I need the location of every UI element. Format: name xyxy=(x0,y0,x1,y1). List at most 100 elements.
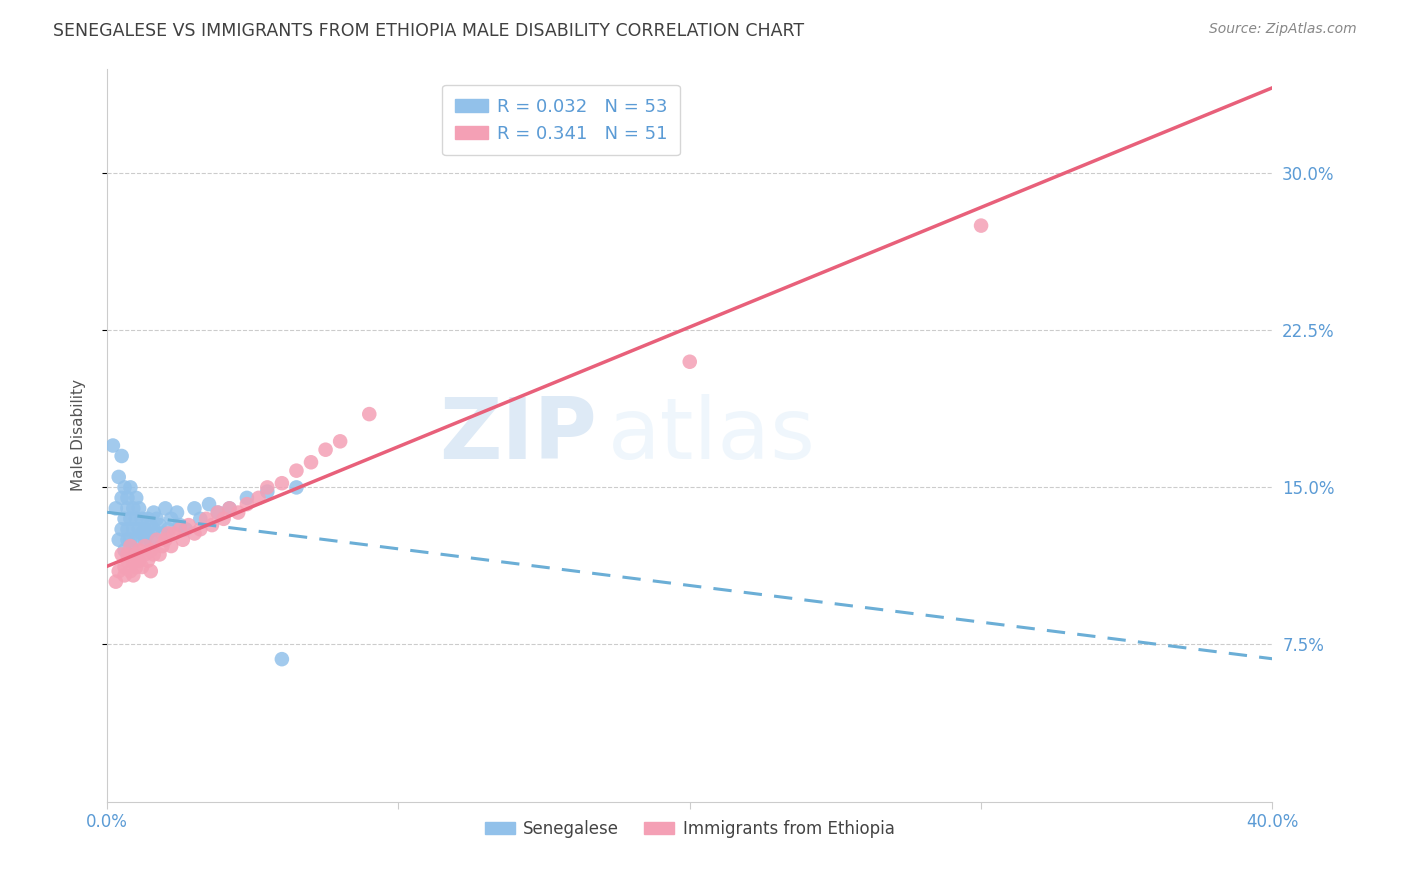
Point xyxy=(329,434,352,449)
Point xyxy=(285,464,308,478)
Point xyxy=(136,512,159,526)
Point xyxy=(128,501,150,516)
Point xyxy=(120,512,142,526)
Point xyxy=(226,506,249,520)
Point xyxy=(148,518,170,533)
Point xyxy=(195,512,218,526)
Point xyxy=(134,522,156,536)
Point xyxy=(152,539,174,553)
Point xyxy=(157,522,180,536)
Point xyxy=(218,501,240,516)
Point xyxy=(125,560,148,574)
Text: atlas: atlas xyxy=(609,393,815,476)
Point xyxy=(114,560,136,574)
Point xyxy=(120,539,142,553)
Point xyxy=(160,512,183,526)
Point xyxy=(139,564,162,578)
Point xyxy=(139,518,162,533)
Point xyxy=(212,512,235,526)
Point xyxy=(166,506,188,520)
Point xyxy=(207,506,229,520)
Point xyxy=(120,533,142,547)
Point xyxy=(125,491,148,505)
Point xyxy=(142,548,165,562)
Point xyxy=(218,501,240,516)
Point xyxy=(139,543,162,558)
Point xyxy=(270,652,292,666)
Point xyxy=(122,522,145,536)
Point xyxy=(122,568,145,582)
Point xyxy=(107,564,129,578)
Point xyxy=(107,470,129,484)
Point xyxy=(117,522,139,536)
Point xyxy=(122,543,145,558)
Point xyxy=(152,526,174,541)
Point xyxy=(174,522,197,536)
Point xyxy=(299,455,322,469)
Point xyxy=(131,560,153,574)
Point xyxy=(136,554,159,568)
Point xyxy=(120,480,142,494)
Point xyxy=(114,568,136,582)
Point xyxy=(142,506,165,520)
Point xyxy=(315,442,337,457)
Point xyxy=(183,526,205,541)
Point xyxy=(104,501,127,516)
Point xyxy=(145,533,167,547)
Point xyxy=(131,512,153,526)
Point xyxy=(236,491,259,505)
Point xyxy=(256,480,278,494)
Point xyxy=(359,407,381,421)
Point xyxy=(169,518,191,533)
Point xyxy=(120,564,142,578)
Point xyxy=(142,522,165,536)
Point xyxy=(172,533,194,547)
Text: SENEGALESE VS IMMIGRANTS FROM ETHIOPIA MALE DISABILITY CORRELATION CHART: SENEGALESE VS IMMIGRANTS FROM ETHIOPIA M… xyxy=(53,22,804,40)
Point xyxy=(177,518,200,533)
Point xyxy=(270,476,292,491)
Point xyxy=(134,533,156,547)
Point xyxy=(114,480,136,494)
Point xyxy=(198,497,221,511)
Point xyxy=(125,548,148,562)
Point xyxy=(183,501,205,516)
Point xyxy=(117,533,139,547)
Point xyxy=(160,539,183,553)
Text: Source: ZipAtlas.com: Source: ZipAtlas.com xyxy=(1209,22,1357,37)
Point xyxy=(128,543,150,558)
Y-axis label: Male Disability: Male Disability xyxy=(72,379,86,491)
Point xyxy=(148,548,170,562)
Point xyxy=(101,438,124,452)
Point xyxy=(117,548,139,562)
Point xyxy=(111,449,134,463)
Point xyxy=(207,506,229,520)
Point xyxy=(125,512,148,526)
Point xyxy=(163,526,186,541)
Point xyxy=(111,522,134,536)
Point xyxy=(128,522,150,536)
Point xyxy=(128,554,150,568)
Point xyxy=(236,497,259,511)
Point xyxy=(117,491,139,505)
Point xyxy=(122,501,145,516)
Legend: Senegalese, Immigrants from Ethiopia: Senegalese, Immigrants from Ethiopia xyxy=(478,814,901,845)
Point xyxy=(111,548,134,562)
Point xyxy=(188,522,211,536)
Point xyxy=(145,512,167,526)
Point xyxy=(155,501,177,516)
Point xyxy=(256,484,278,499)
Point xyxy=(201,518,224,533)
Point xyxy=(107,533,129,547)
Point xyxy=(136,526,159,541)
Point xyxy=(134,539,156,553)
Point xyxy=(122,554,145,568)
Point xyxy=(155,533,177,547)
Text: ZIP: ZIP xyxy=(439,393,596,476)
Point xyxy=(247,491,270,505)
Point xyxy=(970,219,993,233)
Point xyxy=(188,512,211,526)
Point xyxy=(131,526,153,541)
Point xyxy=(157,526,180,541)
Point xyxy=(114,543,136,558)
Point xyxy=(139,533,162,547)
